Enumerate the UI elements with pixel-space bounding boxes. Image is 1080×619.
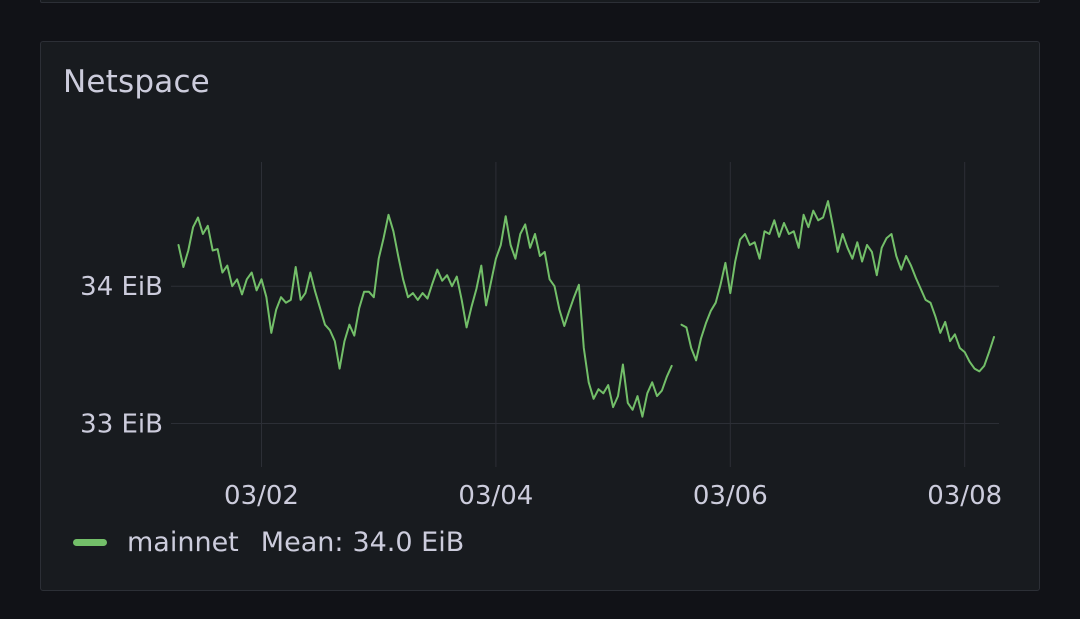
legend-swatch	[73, 539, 107, 546]
legend-series-name[interactable]: mainnet	[127, 527, 239, 558]
y-tick-label: 34 EiB	[80, 272, 163, 302]
series-line-mainnet	[680, 200, 995, 373]
series-line-mainnet	[177, 213, 673, 418]
grid-lines	[171, 162, 999, 467]
series-lines	[177, 200, 995, 418]
x-axis-ticks: 03/02 03/04 03/06 03/08	[224, 481, 1002, 511]
x-tick-label: 03/08	[927, 481, 1002, 511]
x-tick-label: 03/04	[458, 481, 533, 511]
panel-title: Netspace	[63, 64, 210, 100]
previous-panel-edge	[40, 0, 1040, 3]
legend-mean-label: Mean:	[260, 527, 344, 558]
y-tick-label: 33 EiB	[80, 410, 163, 440]
x-tick-label: 03/02	[224, 481, 299, 511]
legend-mean-value: 34.0 EiB	[352, 527, 465, 558]
legend[interactable]: mainnet Mean: 34.0 EiB	[73, 527, 464, 558]
netspace-panel: Netspace 33 EiB 34 EiB 03/02 03/04 03/06 03/…	[40, 41, 1040, 591]
netspace-chart[interactable]: 33 EiB 34 EiB 03/02 03/04 03/06 03/08	[41, 42, 1039, 590]
x-tick-label: 03/06	[693, 481, 768, 511]
y-axis-ticks: 33 EiB 34 EiB	[80, 272, 163, 439]
